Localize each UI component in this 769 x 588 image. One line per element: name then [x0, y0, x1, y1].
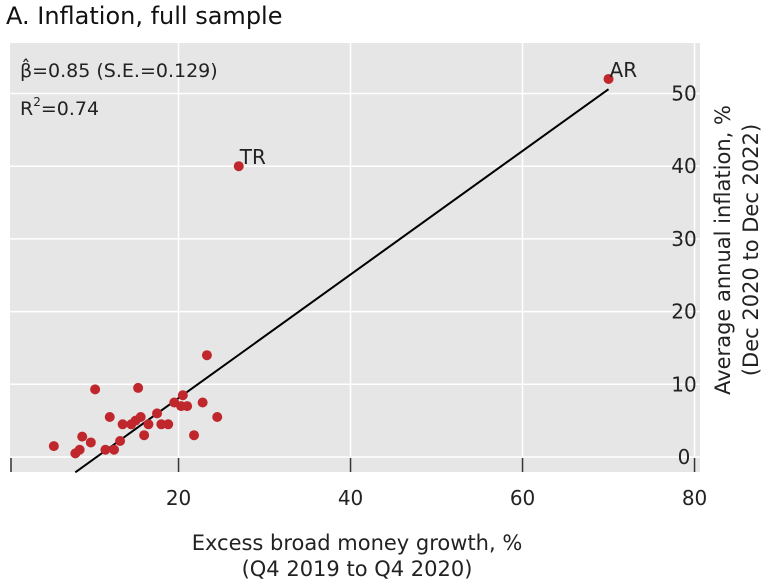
- r2-value: =0.74: [41, 98, 99, 120]
- data-points: [48, 73, 614, 459]
- data-point: [189, 430, 200, 441]
- y-tick-label: 10: [671, 372, 696, 396]
- x-axis-sublabel: (Q4 2019 to Q4 2020): [242, 557, 473, 581]
- x-axis-label: Excess broad money growth, %: [192, 531, 523, 555]
- y-tick-label: 50: [671, 82, 696, 106]
- data-point: [100, 444, 111, 455]
- data-point: [104, 412, 115, 423]
- chart-title: A. Inflation, full sample: [6, 2, 283, 30]
- y-axis-label: Average annual inflation, %: [711, 105, 735, 395]
- data-point: [152, 408, 163, 419]
- x-tick-label: 20: [166, 486, 191, 510]
- data-point: [182, 401, 193, 412]
- data-point: [77, 431, 88, 442]
- data-point: [201, 350, 212, 361]
- r2-superscript: 2: [33, 95, 41, 109]
- regression-line-group: [74, 88, 610, 474]
- x-tick-label: 60: [510, 486, 535, 510]
- data-point: [197, 397, 208, 408]
- data-point: [115, 436, 126, 447]
- r2-annotation: R2=0.74: [20, 95, 99, 120]
- data-point: [177, 390, 188, 401]
- regression-line: [74, 88, 610, 474]
- beta-annotation: β̂=0.85 (S.E.=0.129): [20, 58, 218, 82]
- data-point: [74, 444, 85, 455]
- data-point: [156, 419, 167, 430]
- axis-ticks: 20 40 60 80 0 10 20 30 40 50: [10, 82, 707, 510]
- x-tick-label: 80: [682, 486, 707, 510]
- data-point: [133, 382, 144, 393]
- point-label-ar: AR: [610, 58, 638, 82]
- data-point-ar: [603, 73, 614, 84]
- data-point: [212, 412, 223, 423]
- y-tick-label: 30: [671, 227, 696, 251]
- data-point: [117, 419, 128, 430]
- data-point: [109, 444, 120, 455]
- data-point: [85, 437, 96, 448]
- y-tick-label: 20: [671, 300, 696, 324]
- y-tick-label: 40: [671, 154, 696, 178]
- x-tick-label: 40: [338, 486, 363, 510]
- r2-prefix: R: [20, 98, 33, 120]
- data-point: [135, 412, 146, 423]
- point-label-tr: TR: [239, 145, 266, 169]
- data-point: [139, 430, 150, 441]
- data-point: [163, 419, 174, 430]
- data-point: [90, 384, 101, 395]
- data-point: [143, 419, 154, 430]
- data-point: [48, 441, 59, 452]
- point-labels: AR TR: [239, 58, 637, 169]
- data-point-tr: [233, 161, 244, 172]
- plot-background: [10, 43, 700, 472]
- y-tick-label: 0: [678, 445, 691, 469]
- y-axis-sublabel: (Dec 2020 to Dec 2022): [739, 124, 763, 376]
- grid-lines: [10, 43, 700, 472]
